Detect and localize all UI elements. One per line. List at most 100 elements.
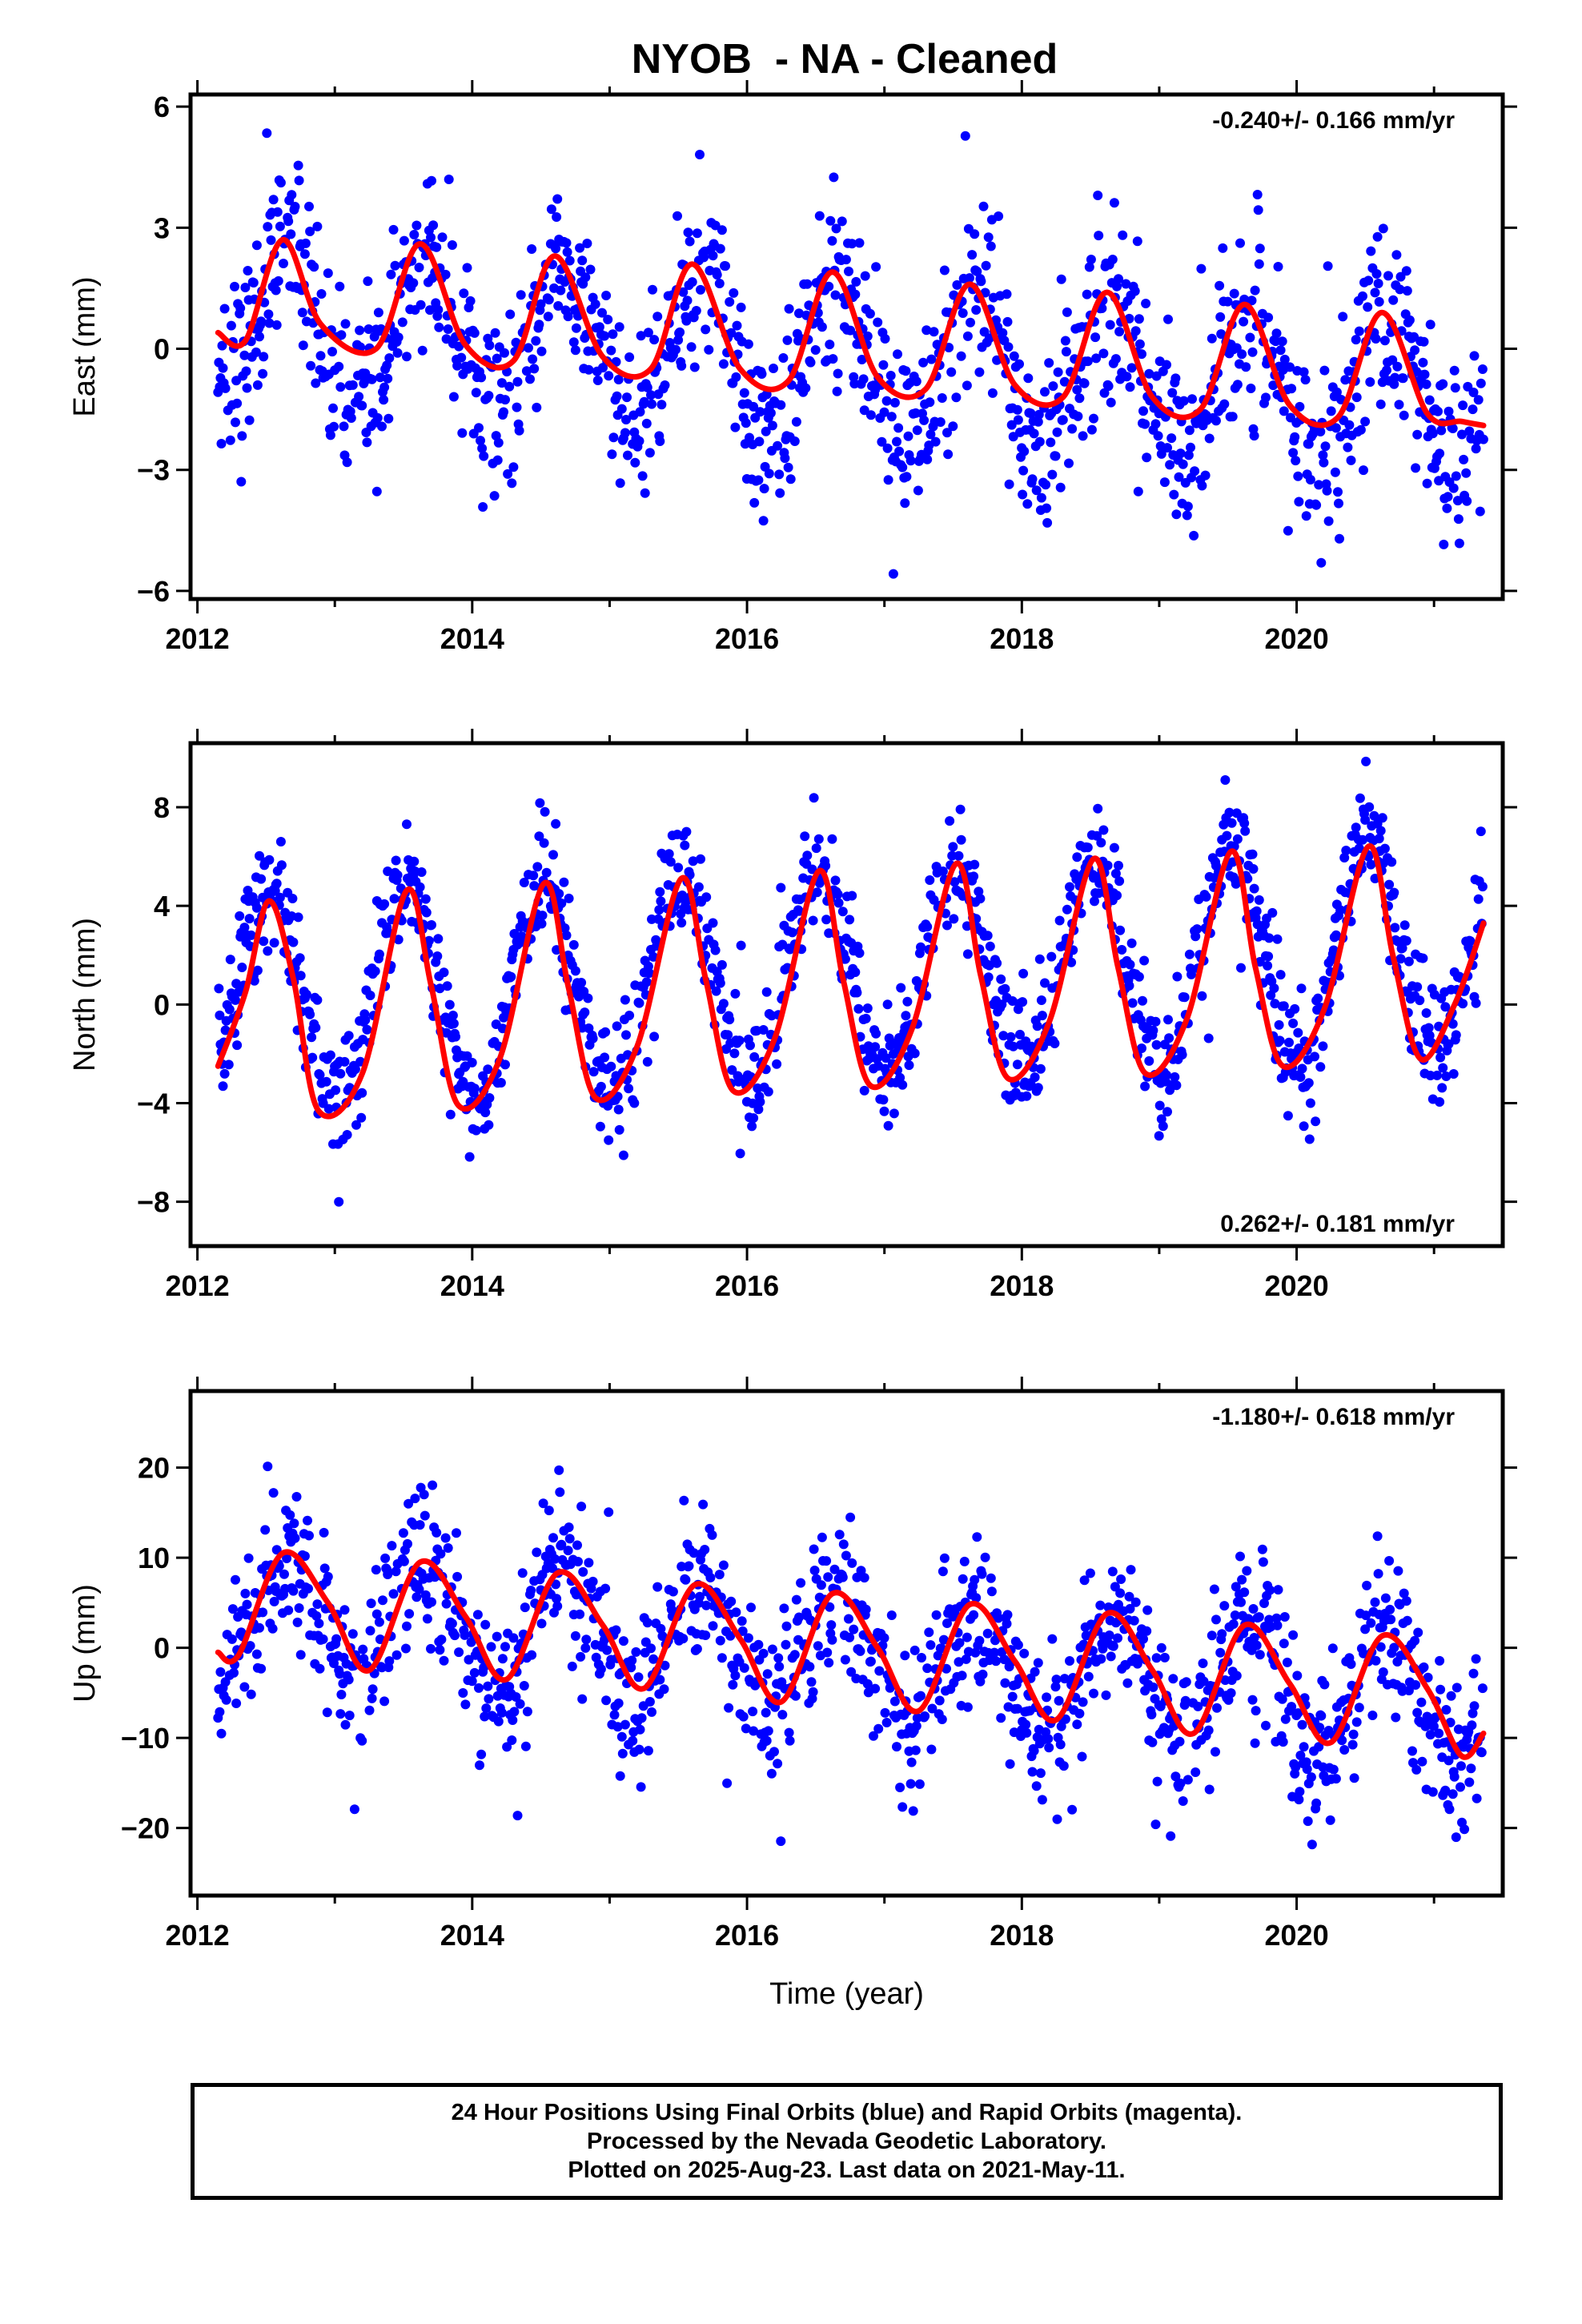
data-point (1073, 411, 1083, 421)
data-point (741, 1723, 751, 1734)
data-point (260, 1525, 271, 1535)
y-tick-label: −6 (137, 575, 170, 608)
data-point (448, 1011, 458, 1020)
data-point (761, 1735, 772, 1746)
data-point (293, 160, 303, 171)
data-point (415, 1520, 425, 1530)
data-point (1259, 1598, 1269, 1608)
data-point (519, 1681, 529, 1691)
north-frame (188, 741, 1505, 1248)
data-point (564, 893, 574, 903)
data-point (1034, 436, 1045, 447)
data-point (1335, 905, 1346, 915)
data-point (1365, 377, 1375, 387)
data-point (1283, 525, 1293, 536)
data-point (221, 1695, 231, 1705)
data-point (588, 1067, 599, 1077)
data-point (1134, 339, 1145, 349)
data-point (1419, 1662, 1429, 1672)
data-point (299, 249, 310, 259)
data-point (1379, 336, 1390, 346)
data-point (773, 1653, 784, 1663)
data-point (282, 1554, 292, 1563)
data-point (1471, 444, 1481, 454)
data-point (1275, 345, 1286, 356)
data-point (492, 1631, 502, 1642)
data-point (344, 1711, 355, 1721)
data-point (1468, 1668, 1479, 1679)
data-point (1472, 1793, 1482, 1803)
data-point (1162, 1070, 1171, 1080)
data-point (514, 425, 524, 436)
data-point (840, 954, 850, 964)
data-point (403, 1538, 412, 1549)
data-point (305, 1009, 315, 1019)
data-point (428, 220, 439, 231)
data-point (1018, 997, 1028, 1007)
data-point (926, 1744, 937, 1755)
data-point (312, 995, 323, 1005)
data-point (1125, 382, 1135, 392)
data-point (1089, 413, 1098, 424)
data-point (1178, 1796, 1188, 1806)
data-point (1301, 1757, 1311, 1767)
data-point (1438, 379, 1448, 389)
data-point (626, 1663, 636, 1673)
data-point (643, 1746, 653, 1756)
data-point (427, 175, 436, 186)
data-point (749, 497, 760, 508)
data-point (990, 1647, 999, 1658)
data-point (1122, 1678, 1133, 1688)
data-point (639, 396, 649, 407)
data-point (1170, 1072, 1180, 1082)
data-point (503, 468, 513, 479)
data-point (1425, 1071, 1435, 1080)
data-point (1053, 367, 1063, 377)
data-point (1228, 1619, 1239, 1629)
data-point (1377, 813, 1387, 823)
data-point (1209, 1584, 1219, 1594)
data-point (634, 1744, 644, 1755)
data-point (1401, 266, 1411, 276)
x-tick-label: 2014 (440, 622, 504, 655)
data-point (556, 285, 566, 296)
data-point (608, 432, 619, 443)
data-point (266, 235, 276, 245)
data-point (275, 892, 285, 903)
data-point (975, 894, 986, 904)
data-point (966, 317, 975, 328)
data-point (817, 322, 827, 332)
data-point (1067, 1804, 1078, 1815)
data-point (1247, 296, 1257, 306)
data-point (681, 316, 692, 326)
data-point (1401, 1596, 1411, 1606)
data-point (433, 304, 444, 315)
y-tick-label: 3 (154, 211, 170, 244)
data-point (981, 260, 991, 271)
data-point (1096, 838, 1106, 848)
data-point (1313, 993, 1323, 1003)
data-point (731, 372, 741, 382)
data-point (486, 1642, 496, 1652)
data-point (1014, 359, 1024, 369)
data-point (439, 1655, 449, 1666)
data-point (1056, 274, 1066, 284)
data-point (335, 382, 346, 392)
data-point (1361, 1610, 1371, 1621)
data-point (540, 806, 550, 817)
data-point (1134, 971, 1144, 982)
data-point (809, 1566, 820, 1575)
data-point (1033, 416, 1043, 427)
data-point (402, 819, 412, 830)
data-point (425, 305, 435, 316)
data-point (1158, 1121, 1168, 1132)
data-point (693, 882, 704, 892)
data-point (560, 923, 570, 933)
data-point (1372, 1531, 1383, 1542)
data-point (526, 1586, 536, 1595)
footer-line-3: Plotted on 2025-Aug-23. Last data on 202… (568, 2157, 1126, 2183)
data-point (976, 276, 986, 287)
data-point (1468, 388, 1479, 397)
data-point (1390, 372, 1400, 383)
data-point (1052, 1814, 1062, 1824)
